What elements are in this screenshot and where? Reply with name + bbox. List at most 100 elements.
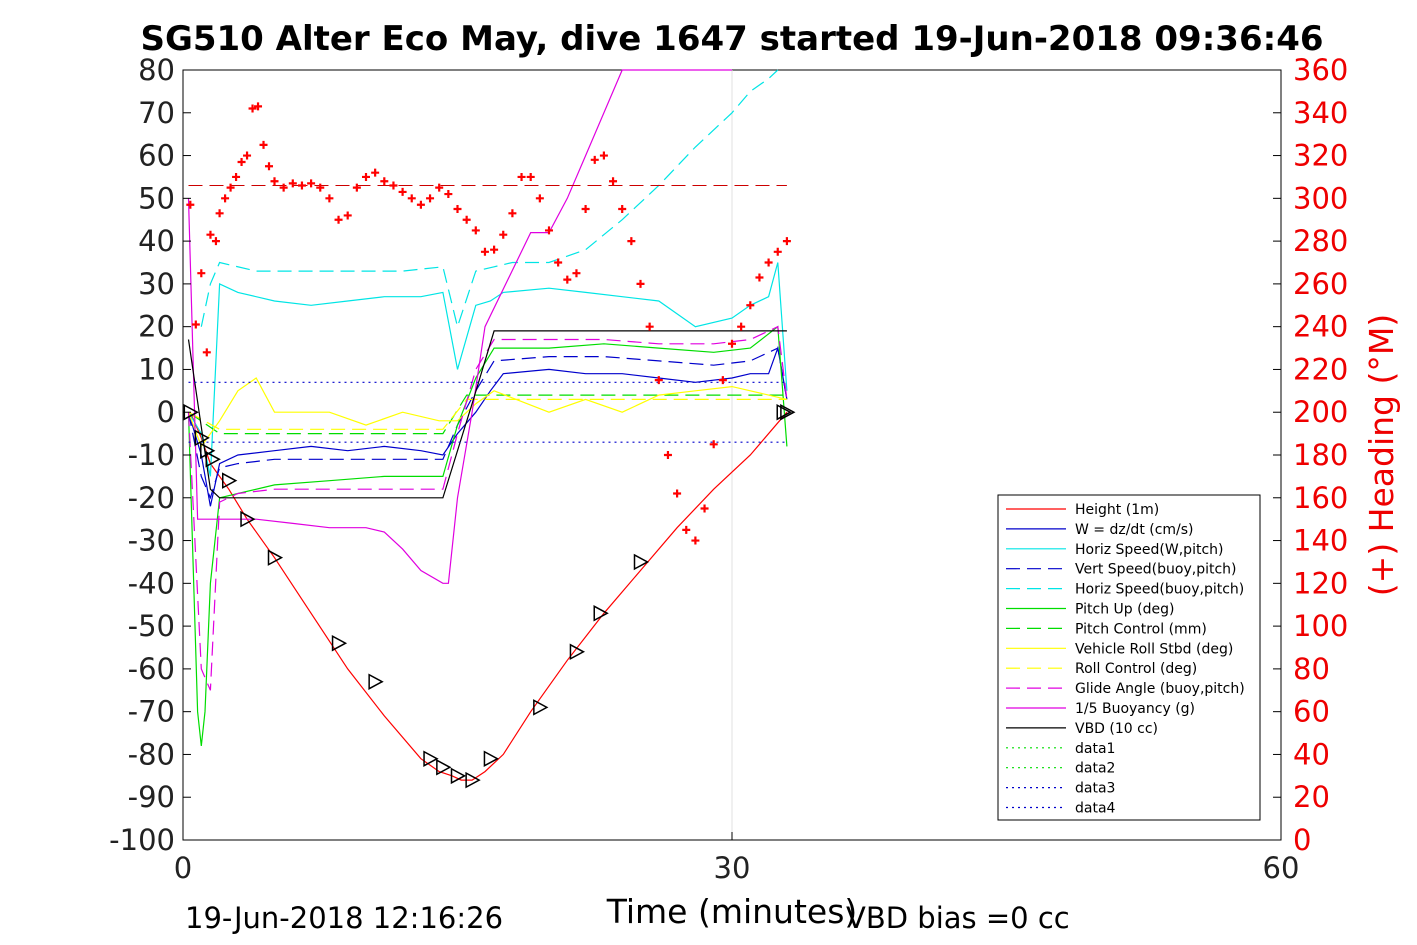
heading-point (545, 226, 553, 235)
legend-label: VBD (10 cc) (1075, 721, 1158, 737)
left-tick-label: -90 (128, 780, 175, 814)
series-line-10 (187, 69, 732, 584)
right-tick-label: 60 (1293, 695, 1330, 729)
heading-point (618, 205, 627, 214)
right-tick-label: 0 (1293, 823, 1311, 857)
wedge-marker (222, 472, 238, 489)
heading-point (718, 376, 727, 385)
heading-point (508, 209, 517, 218)
wedge-marker (776, 403, 792, 421)
x-axis-ticks: 0 30 60 (174, 832, 1300, 885)
wedge-marker (267, 549, 284, 566)
left-tick-label: -20 (128, 481, 175, 515)
right-tick-label: 320 (1293, 139, 1348, 173)
x-tick-label: 0 (174, 851, 192, 885)
heading-point (202, 348, 211, 357)
heading-point (627, 237, 636, 246)
wedge-marker (533, 699, 549, 716)
heading-point (462, 215, 471, 224)
heading-point (535, 194, 544, 203)
heading-point (563, 275, 572, 284)
heading-point (232, 172, 241, 181)
left-tick-label: -40 (128, 566, 175, 600)
series-line-7 (187, 377, 788, 448)
left-tick-label: -70 (128, 695, 175, 729)
left-axis-ticks: 80 70 60 50 40 30 20 10 0 -10 -20 -30 -40 -50 -60 -70 -8… (109, 53, 191, 857)
right-tick-label: 280 (1293, 224, 1348, 258)
heading-point (636, 279, 645, 288)
heading-point (325, 194, 334, 203)
heading-point (237, 157, 246, 166)
heading-point (288, 179, 297, 188)
left-tick-label: 80 (138, 53, 175, 87)
heading-point (682, 525, 691, 534)
heading-point (673, 489, 682, 498)
legend-label: data1 (1075, 741, 1115, 757)
x-tick-label: 60 (1263, 851, 1300, 885)
heading-point (186, 200, 195, 209)
heading-point (755, 273, 764, 282)
legend-label: Pitch Up (deg) (1075, 602, 1174, 618)
heading-point (700, 504, 709, 513)
left-tick-label: 60 (138, 139, 175, 173)
wedge-marker (593, 605, 609, 622)
left-tick-label: -30 (128, 524, 175, 558)
heading-point (254, 102, 263, 111)
heading-point (371, 168, 380, 177)
left-tick-label: -100 (109, 823, 175, 857)
heading-point (609, 177, 618, 186)
right-tick-label: 20 (1293, 780, 1330, 814)
heading-point (248, 104, 257, 113)
left-tick-label: -80 (128, 737, 175, 771)
x-axis-label: Time (minutes) (606, 892, 858, 931)
series-line-11 (187, 330, 787, 499)
legend-label: Horiz Speed(buoy,pitch) (1075, 582, 1244, 598)
heading-markers (186, 102, 791, 545)
heading-point (407, 194, 416, 203)
series-line-1 (187, 345, 788, 507)
heading-point (737, 322, 746, 331)
right-tick-label: 140 (1293, 524, 1348, 558)
right-tick-label: 100 (1293, 609, 1348, 643)
right-tick-label: 160 (1293, 481, 1348, 515)
right-tick-label: 40 (1293, 737, 1330, 771)
right-tick-label: 120 (1293, 566, 1348, 600)
heading-point (572, 269, 581, 278)
heading-point (709, 440, 718, 449)
heading-point (215, 209, 224, 218)
heading-point (691, 536, 700, 545)
heading-point (334, 215, 343, 224)
wedge-marker (423, 750, 439, 767)
heading-point (226, 183, 235, 192)
heading-point (499, 230, 508, 239)
heading-point (426, 194, 435, 203)
right-tick-label: 360 (1293, 53, 1348, 87)
heading-point (782, 237, 791, 246)
left-tick-label: -50 (128, 609, 175, 643)
left-tick-label: 70 (138, 96, 175, 130)
right-axis-label: (+) Heading (°M) (1362, 314, 1401, 596)
wedge-marker (240, 510, 256, 528)
heading-point (480, 247, 489, 256)
wedge-marker (331, 634, 348, 652)
heading-point (197, 269, 206, 278)
heading-point (581, 205, 590, 214)
heading-point (389, 181, 398, 190)
legend: Height (1m) W = dz/dt (cm/s) Horiz Speed(W… (997, 494, 1261, 821)
heading-point (380, 177, 389, 186)
wedge-marker (194, 429, 210, 447)
heading-point (526, 172, 535, 181)
footer-timestamp: 19-Jun-2018 12:16:26 (185, 901, 503, 935)
chart-title: SG510 Alter Eco May, dive 1647 started 1… (140, 19, 1323, 59)
series-line-2 (187, 262, 788, 477)
legend-label: 1/5 Buoyancy (g) (1075, 701, 1195, 717)
legend-label: Horiz Speed(W,pitch) (1075, 542, 1223, 558)
heading-point (243, 151, 252, 160)
heading-point (279, 183, 288, 192)
series-line-6 (188, 394, 787, 435)
wedge-marker (465, 771, 481, 789)
legend-label: Pitch Control (mm) (1075, 621, 1207, 637)
right-tick-label: 300 (1293, 181, 1348, 215)
wedge-marker (633, 553, 650, 571)
